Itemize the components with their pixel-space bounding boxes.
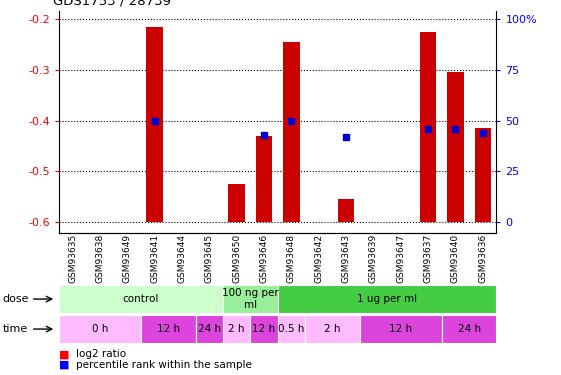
Bar	[338, 200, 355, 222]
Text: 100 ng per
ml: 100 ng per ml	[222, 288, 279, 310]
Bar	[256, 136, 272, 222]
Text: 0.5 h: 0.5 h	[278, 324, 305, 334]
Bar	[447, 72, 463, 222]
Text: 12 h: 12 h	[157, 324, 180, 334]
Text: GDS1753 / 28739: GDS1753 / 28739	[53, 0, 171, 8]
Bar	[228, 184, 245, 222]
Text: 12 h: 12 h	[389, 324, 412, 334]
Text: ■: ■	[59, 349, 70, 359]
Text: log2 ratio: log2 ratio	[76, 349, 126, 359]
Text: ■: ■	[59, 360, 70, 370]
Bar	[420, 32, 436, 222]
Text: 24 h: 24 h	[458, 324, 481, 334]
Bar	[475, 128, 491, 222]
Bar	[146, 27, 163, 222]
Text: control: control	[123, 294, 159, 304]
Text: 0 h: 0 h	[92, 324, 108, 334]
Text: percentile rank within the sample: percentile rank within the sample	[76, 360, 252, 370]
Text: 2 h: 2 h	[228, 324, 245, 334]
Text: 12 h: 12 h	[252, 324, 275, 334]
Text: time: time	[3, 324, 28, 334]
Text: 2 h: 2 h	[324, 324, 341, 334]
Bar	[283, 42, 300, 222]
Text: dose: dose	[3, 294, 29, 304]
Text: 24 h: 24 h	[198, 324, 221, 334]
Text: 1 ug per ml: 1 ug per ml	[357, 294, 417, 304]
